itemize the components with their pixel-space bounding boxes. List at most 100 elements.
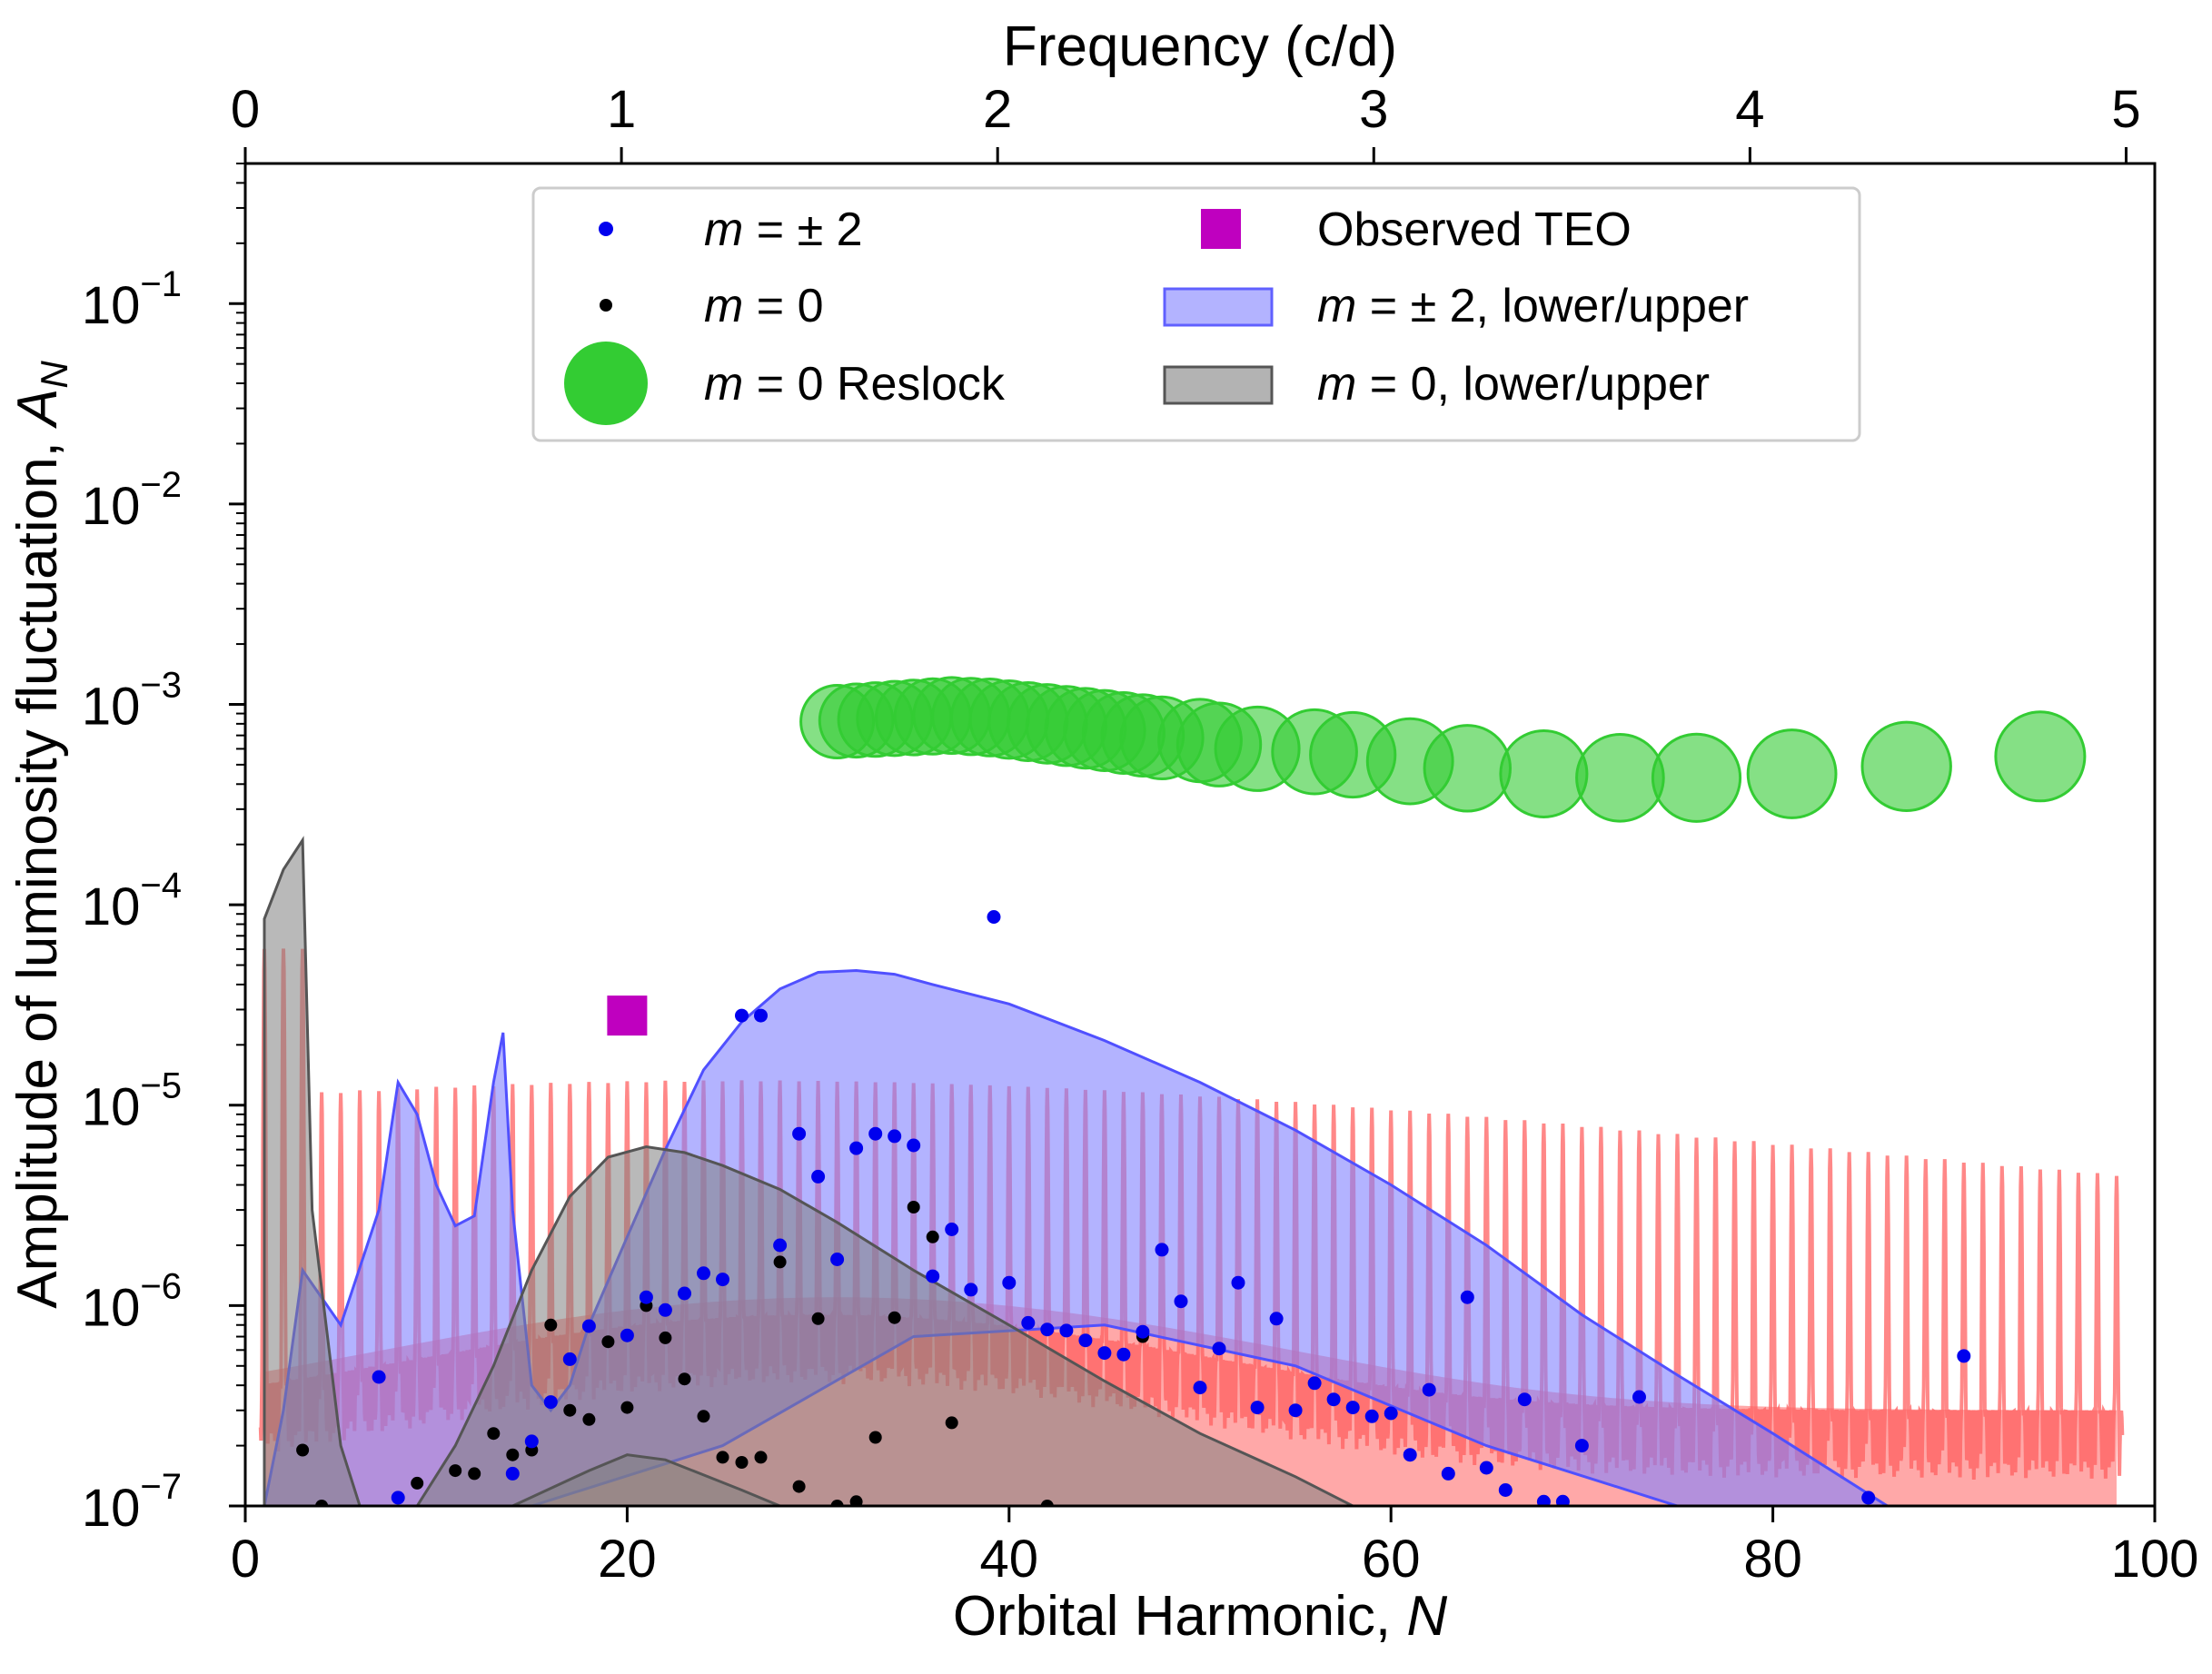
m2-point <box>1040 1322 1055 1337</box>
y-tick-label: 10−2 <box>82 465 182 536</box>
m2-point <box>1231 1275 1245 1290</box>
m2-point <box>1136 1324 1150 1339</box>
m2-point <box>1116 1347 1131 1362</box>
y-axis-title: Amplitude of luminosity fluctuation, AN <box>6 361 75 1309</box>
y-tick-label: 10−7 <box>82 1467 182 1538</box>
legend-marker-m2 <box>599 222 613 236</box>
m2-point <box>849 1141 864 1155</box>
legend-label-m2: m = ± 2 <box>704 203 863 256</box>
x-tick-label: 0 <box>231 1530 260 1589</box>
m2-point <box>811 1169 826 1184</box>
m0-point <box>296 1443 310 1457</box>
m0-point <box>563 1403 577 1417</box>
m2-point <box>391 1491 405 1505</box>
legend-label-band2: m = ± 2, lower/upper <box>1317 280 1749 332</box>
m2-point <box>868 1126 883 1141</box>
legend-label-teo: Observed TEO <box>1317 203 1632 256</box>
y-axis-title-sub: N <box>33 361 75 389</box>
m2-point <box>1498 1483 1513 1497</box>
top-tick-label: 5 <box>2111 80 2140 139</box>
m2-point <box>1632 1390 1646 1404</box>
m2-point <box>620 1328 634 1342</box>
m2-point <box>1441 1466 1455 1481</box>
m0-point <box>792 1480 806 1493</box>
reslock-point <box>1651 732 1742 823</box>
teo-point <box>607 995 648 1036</box>
m0-point <box>811 1312 825 1325</box>
m0-point <box>449 1464 462 1478</box>
m2-point <box>907 1138 921 1153</box>
m2-point <box>581 1319 596 1333</box>
m0-point <box>1040 1500 1054 1506</box>
reslock-layer <box>799 676 2087 823</box>
plot-frame <box>243 162 2157 1508</box>
top-tick-label: 4 <box>1735 80 1764 139</box>
x-tick-label: 20 <box>598 1530 657 1589</box>
m0-point <box>659 1331 672 1344</box>
x-axis-title-var: N <box>1406 1585 1447 1648</box>
x-tick-label: 100 <box>2111 1530 2199 1589</box>
m2-point <box>562 1352 577 1366</box>
legend-label-reslock: m = 0 Reslock <box>704 358 1006 411</box>
top-tick-label: 2 <box>983 80 1012 139</box>
band-band0 <box>263 836 1354 1506</box>
m2-point <box>1384 1406 1398 1421</box>
top-tick-label: 3 <box>1359 80 1388 139</box>
m0-point <box>888 1311 901 1324</box>
reslock-point <box>1994 710 2087 803</box>
m2-point <box>1269 1312 1284 1326</box>
m0-point <box>697 1410 710 1423</box>
m2-point <box>926 1269 940 1283</box>
m0-point <box>506 1448 520 1461</box>
m0-point <box>487 1427 501 1441</box>
m2-point <box>1574 1439 1589 1453</box>
m0-point <box>773 1255 787 1269</box>
m2-point <box>1517 1392 1532 1407</box>
m2-point <box>1174 1294 1188 1309</box>
y-axis-title-var: A <box>6 389 69 430</box>
top-axis-title: Frequency (c/d) <box>1003 15 1397 78</box>
legend-marker-reslock <box>564 342 648 425</box>
m2-point <box>1460 1290 1474 1304</box>
legend-marker-m0 <box>600 299 612 312</box>
legend-marker-band0 <box>1163 365 1274 405</box>
m0-point <box>544 1318 558 1332</box>
m2-point <box>697 1266 710 1281</box>
top-tick-label: 1 <box>607 80 636 139</box>
m2-point <box>372 1370 386 1384</box>
reslock-point <box>1575 733 1665 823</box>
bands-layer <box>263 836 1890 1506</box>
m0-point <box>735 1456 749 1469</box>
m2-point <box>1250 1401 1265 1415</box>
m2-point <box>1364 1409 1379 1423</box>
y-tick-label: 10−5 <box>82 1066 182 1137</box>
legend-label-m0: m = 0 <box>704 280 824 332</box>
m0-point <box>601 1335 615 1349</box>
ticks-layer: 0 20 40 60 80 100 0 1 2 3 4 5 10−1 10−2 10−3 10−4 10−5 10… <box>82 80 2199 1589</box>
x-tick-label: 80 <box>1743 1530 1802 1589</box>
m2-point <box>1288 1403 1303 1418</box>
m2-point <box>964 1283 978 1297</box>
m0-point <box>907 1201 920 1213</box>
m2-point <box>1326 1392 1341 1407</box>
legend-marker-teo <box>1201 209 1241 249</box>
m2-point <box>1212 1342 1226 1356</box>
m2-point <box>1059 1323 1074 1338</box>
m2-point <box>1002 1275 1017 1290</box>
reslock-point <box>1499 729 1589 818</box>
m2-point <box>1097 1346 1112 1361</box>
x-tick-label: 40 <box>980 1530 1039 1589</box>
m0-point <box>582 1412 596 1426</box>
m2-point <box>658 1303 672 1317</box>
m2-point <box>1479 1461 1493 1475</box>
m2-point <box>830 1253 845 1266</box>
points-layer <box>296 910 1971 1506</box>
legend: m = ± 2 m = 0 m = 0 Reslock Observed TEO… <box>531 186 1861 442</box>
m0-point <box>678 1372 691 1386</box>
m2-point <box>1422 1382 1436 1397</box>
y-axis-title-text: Amplitude of luminosity fluctuation, <box>6 426 69 1309</box>
band-band0_inner <box>511 1453 781 1506</box>
m2-point <box>1307 1376 1322 1391</box>
m0-point <box>411 1476 424 1490</box>
m2-point <box>735 1008 749 1023</box>
